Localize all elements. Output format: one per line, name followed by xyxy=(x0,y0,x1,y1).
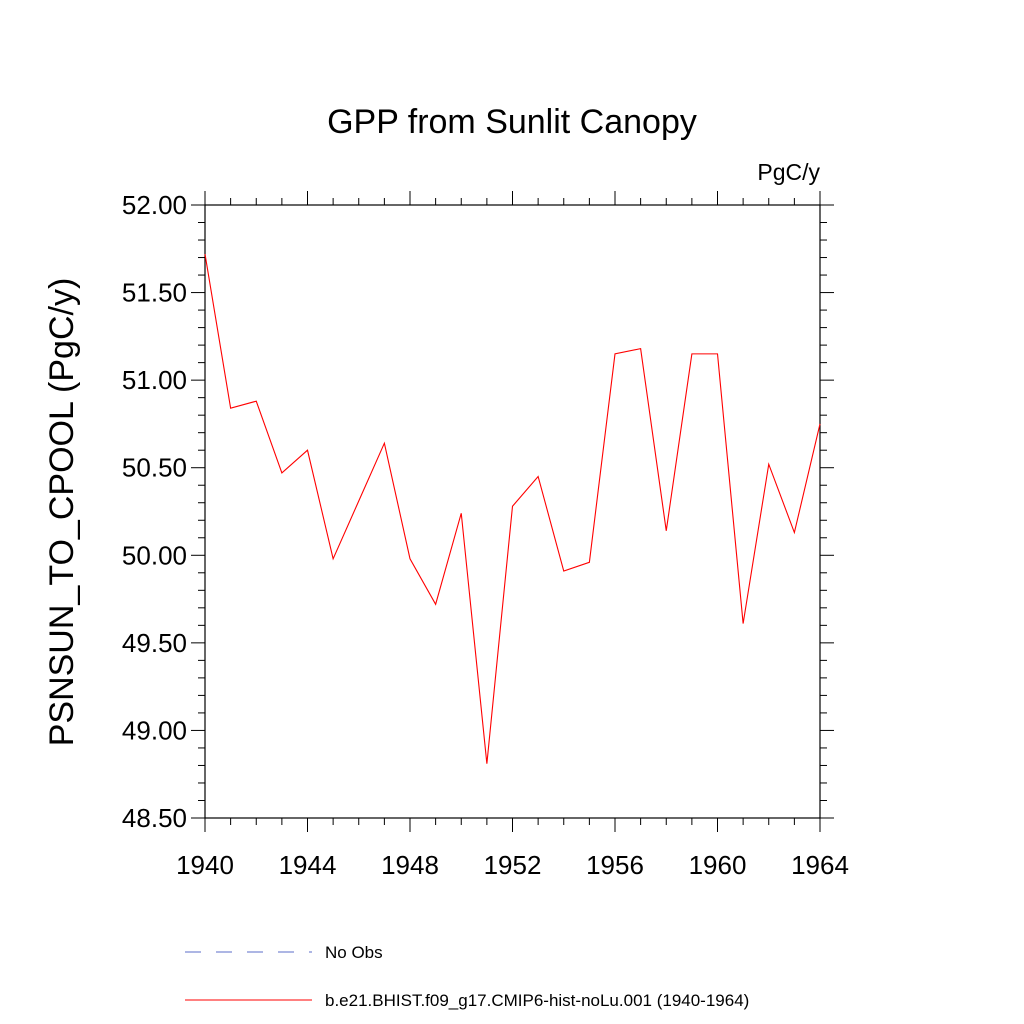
x-tick-label: 1956 xyxy=(586,850,644,880)
x-tick-label: 1948 xyxy=(381,850,439,880)
y-tick-label: 52.00 xyxy=(122,190,187,220)
x-tick-label: 1960 xyxy=(689,850,747,880)
x-tick-label: 1964 xyxy=(791,850,849,880)
y-axis-label: PSNSUN_TO_CPOOL (PgC/y) xyxy=(43,278,81,747)
plot-frame xyxy=(204,204,821,819)
series-lines xyxy=(204,253,821,764)
axis-ticks xyxy=(191,191,834,832)
chart-title: GPP from Sunlit Canopy xyxy=(327,103,697,141)
y-tick-label: 49.00 xyxy=(122,715,187,745)
y-tick-label: 49.50 xyxy=(122,628,187,658)
x-tick-label: 1952 xyxy=(484,850,542,880)
y-tick-labels: 48.50 49.00 49.50 50.00 50.50 51.00 51.50 52.00 xyxy=(122,190,187,833)
y-tick-label: 50.50 xyxy=(122,453,187,483)
x-tick-label: 1940 xyxy=(176,850,234,880)
units-label: PgC/y xyxy=(757,159,820,185)
legend-label: No Obs xyxy=(325,943,383,962)
y-tick-label: 48.50 xyxy=(122,803,187,833)
legend-label: b.e21.BHIST.f09_g17.CMIP6-hist-noLu.001 … xyxy=(325,991,749,1010)
legend: No Obs b.e21.BHIST.f09_g17.CMIP6-hist-noL… xyxy=(185,943,749,1010)
series-line xyxy=(204,253,821,764)
x-tick-labels: 1940 1944 1948 1952 1956 1960 1964 xyxy=(176,850,849,880)
y-tick-label: 51.00 xyxy=(122,365,187,395)
y-tick-label: 51.50 xyxy=(122,278,187,308)
x-tick-label: 1944 xyxy=(279,850,337,880)
y-tick-label: 50.00 xyxy=(122,540,187,570)
